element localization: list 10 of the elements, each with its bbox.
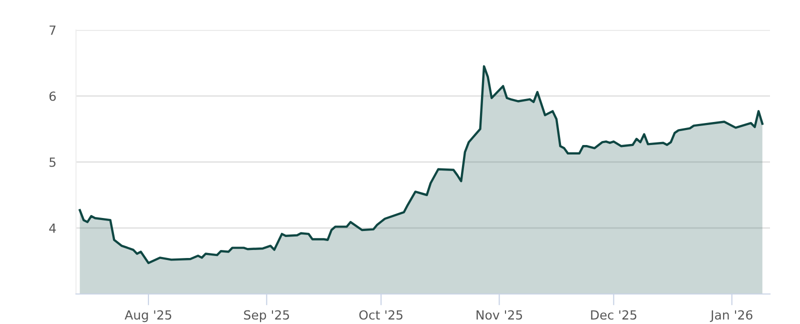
x-tick-label: Jan '26 xyxy=(710,310,752,322)
x-tick-label: Aug '25 xyxy=(124,310,172,322)
x-tick-label: Sep '25 xyxy=(244,310,290,322)
x-tick-label: Nov '25 xyxy=(476,310,522,320)
y-tick-label: 6 xyxy=(49,91,56,101)
x-tick-label: Oct '25 xyxy=(359,310,402,320)
y-tick-label: 5 xyxy=(50,158,56,167)
y-tick-label: 7 xyxy=(50,26,56,35)
y-tick-label: 4 xyxy=(49,224,56,233)
x-tick-label: Dec '25 xyxy=(591,310,636,320)
